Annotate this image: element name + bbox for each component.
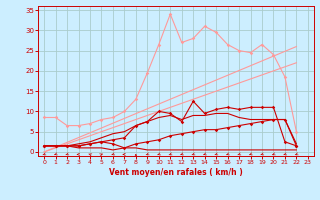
X-axis label: Vent moyen/en rafales ( km/h ): Vent moyen/en rafales ( km/h ) [109,168,243,177]
